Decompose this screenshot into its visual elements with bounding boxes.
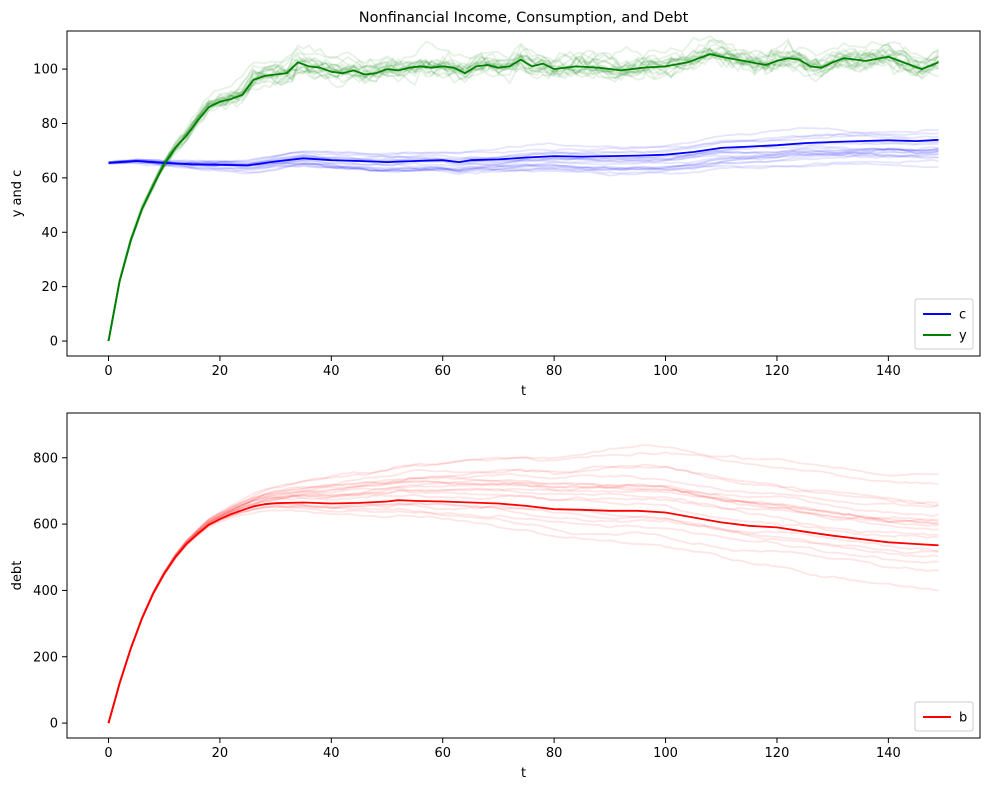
y-tick-label: 0 <box>50 335 58 350</box>
bottom-axes: 0 20 40 60 80 100 120 140 0 200 400 600 800 <box>33 412 981 761</box>
simulation-path-c <box>108 134 939 167</box>
x-tick-label: 120 <box>765 364 790 379</box>
top-chart-title: Nonfinancial Income, Consumption, and De… <box>359 10 689 26</box>
simulation-path-y <box>107 48 939 342</box>
simulation-path-b <box>107 479 939 724</box>
simulation-path-y <box>107 39 939 342</box>
top-legend: c y <box>914 298 974 350</box>
y-tick-label: 60 <box>41 171 58 186</box>
x-tick-label: 20 <box>212 364 229 379</box>
simulation-path-y <box>107 53 940 342</box>
simulation-path-c <box>108 148 939 175</box>
simulation-path-b <box>107 505 939 724</box>
simulation-path-b <box>107 476 939 724</box>
simulation-path-b <box>107 487 939 724</box>
x-tick-label: 0 <box>104 364 112 379</box>
y-tick-label: 100 <box>33 63 58 78</box>
x-tick-label: 60 <box>434 364 451 379</box>
simulation-path-b <box>107 509 939 724</box>
simulation-path-b <box>107 489 939 724</box>
legend-label-b: b <box>959 711 967 726</box>
simulation-path-c <box>108 158 939 177</box>
simulation-path-y <box>107 46 939 342</box>
simulation-path-c <box>108 152 939 173</box>
simulation-path-c <box>108 133 939 164</box>
x-tick-label: 60 <box>434 746 451 761</box>
x-tick-label: 80 <box>546 364 563 379</box>
simulation-path-y <box>107 52 939 342</box>
y-tick-label: 40 <box>41 226 58 241</box>
simulation-path-b <box>107 503 939 724</box>
simulation-path-y <box>107 50 940 342</box>
x-tick-label: 100 <box>653 746 678 761</box>
x-tick-label: 40 <box>323 364 340 379</box>
simulation-path-b <box>107 494 939 724</box>
y-tick-label: 80 <box>41 117 58 132</box>
simulation-path-c <box>108 153 939 176</box>
y-tick-label: 200 <box>33 650 58 665</box>
simulation-path-b <box>107 483 939 724</box>
simulation-path-c <box>108 147 939 170</box>
simulation-path-c <box>108 150 939 172</box>
simulation-path-b <box>107 451 939 724</box>
simulation-path-b <box>107 465 939 724</box>
bottom-x-axis-label: t <box>521 766 526 781</box>
x-tick-label: 140 <box>876 364 901 379</box>
series-line-y <box>107 53 939 342</box>
series-line-b <box>107 499 939 724</box>
simulation-path-b <box>107 444 939 724</box>
simulation-path-b <box>107 479 939 724</box>
y-tick-label: 0 <box>50 717 58 732</box>
x-tick-label: 40 <box>323 746 340 761</box>
bottom-highlighted-series <box>107 499 939 724</box>
axes-frame <box>66 30 981 357</box>
top-axes: 0 20 40 60 80 100 120 140 0 20 40 60 80 100 <box>33 30 981 379</box>
legend-label-c: c <box>959 308 966 323</box>
simulation-path-y <box>107 47 939 342</box>
top-x-axis-label: t <box>521 384 526 399</box>
simulation-path-b <box>107 504 939 724</box>
y-tick-label: 600 <box>33 518 58 533</box>
x-tick-label: 120 <box>765 746 790 761</box>
simulation-path-y <box>107 34 939 342</box>
x-tick-label: 0 <box>104 746 112 761</box>
simulation-path-c <box>108 153 939 173</box>
simulation-path-y <box>107 51 940 342</box>
axes-frame <box>66 412 981 739</box>
simulation-path-c <box>108 131 939 165</box>
simulation-path-y <box>107 43 940 342</box>
top-y-axis-label: y and c <box>10 170 25 218</box>
y-tick-label: 800 <box>33 451 58 466</box>
y-tick-label: 20 <box>41 280 58 295</box>
x-tick-label: 140 <box>876 746 901 761</box>
bottom-legend: b <box>914 701 974 732</box>
bottom-y-axis-label: debt <box>10 561 25 591</box>
simulation-path-c <box>108 152 939 172</box>
x-tick-label: 80 <box>546 746 563 761</box>
x-tick-label: 20 <box>212 746 229 761</box>
series-line-c <box>108 138 939 167</box>
top-highlighted-series <box>107 53 939 342</box>
y-tick-label: 400 <box>33 584 58 599</box>
simulation-path-b <box>107 472 939 724</box>
top-panel: 0 20 40 60 80 100 120 140 0 20 40 60 80 100 Nonfinanc… <box>10 10 981 399</box>
simulation-path-b <box>107 484 939 724</box>
simulation-path-c <box>108 146 939 167</box>
simulation-path-b <box>107 463 939 724</box>
simulation-path-c <box>108 126 939 164</box>
simulation-path-b <box>107 480 939 724</box>
simulation-path-c <box>108 150 939 166</box>
x-tick-label: 100 <box>653 364 678 379</box>
bottom-panel: 0 20 40 60 80 100 120 140 0 200 400 600 800 t debt b <box>10 412 981 781</box>
legend-label-y: y <box>959 329 967 344</box>
top-legend-frame <box>914 298 974 350</box>
